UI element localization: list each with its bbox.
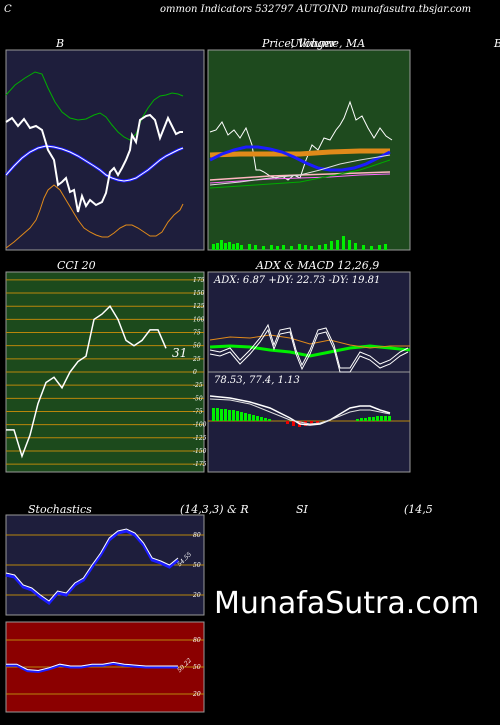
cci-tick-label: -75 <box>193 408 203 415</box>
header-left: C <box>4 4 12 15</box>
stoch-title-mid: (14,3,3) & R <box>180 503 249 516</box>
stoch-k-line <box>5 529 179 606</box>
bb-title: B <box>56 37 65 50</box>
cci-tick-label: -25 <box>193 382 203 389</box>
stoch-tick-labels: 80 50 20 <box>192 532 201 599</box>
cci-value-label: 31 <box>172 346 188 360</box>
cci-line <box>6 304 167 459</box>
price-magenta-ma <box>209 173 391 184</box>
macd-text: 78.53, 77.4, 1.13 <box>214 375 300 386</box>
cci-gridlines <box>6 279 204 465</box>
cci-title: CCI 20 <box>57 259 96 272</box>
price-volume-bars <box>212 236 387 250</box>
bb-price <box>5 113 183 213</box>
macd-histogram <box>212 408 391 421</box>
adx-text: ADX: 6.87 +DY: 22.73 -DY: 19.81 <box>214 275 381 286</box>
cci-tick-label: -100 <box>193 422 207 429</box>
price-orange-ma <box>209 148 390 158</box>
stoch-tick-label: 50 <box>193 562 201 569</box>
rsi-tick-label: 80 <box>193 637 201 644</box>
rsi-title-right: (14,5 <box>404 503 433 516</box>
cci-tick-label: -150 <box>193 448 207 455</box>
rsi-tick-labels: 80 50 20 <box>192 637 201 698</box>
cci-tick-label: 175 <box>193 277 205 284</box>
price-green-ma <box>209 159 391 189</box>
bb-title-right: B <box>494 37 500 50</box>
price-title: Price, Volume, MA <box>262 37 366 50</box>
bb-upper-band <box>5 71 184 141</box>
adx-title: ADX & MACD 12,26,9 <box>256 259 380 272</box>
price-blue-ma <box>209 145 391 172</box>
adx-minus-di <box>209 334 410 349</box>
stoch-tick-label: 80 <box>193 532 201 539</box>
cci-tick-label: 125 <box>193 303 205 310</box>
cci-tick-label: -175 <box>193 461 207 468</box>
bb-lower-band <box>5 184 184 249</box>
adx-plus-di <box>209 344 411 358</box>
cci-tick-label: 25 <box>192 356 201 363</box>
price-overlay: Ullinger <box>290 37 336 50</box>
rsi-tick-label: 20 <box>192 691 201 698</box>
cci-tick-label: 150 <box>193 290 205 297</box>
stoch-tick-label: 20 <box>192 592 201 599</box>
stoch-d-line <box>5 528 179 602</box>
price-white-ma <box>209 154 391 186</box>
cci-tick-label: 75 <box>193 330 201 337</box>
header-title: ommon Indicators 532797 AUTOIND munafasu… <box>160 4 472 15</box>
macd-line <box>209 395 391 426</box>
adx-line-white <box>209 323 409 369</box>
watermark: MunafaSutra.com <box>214 586 480 621</box>
bb-panel <box>5 49 205 251</box>
cci-tick-label: -125 <box>193 435 207 442</box>
cci-tick-label: 0 <box>193 369 197 376</box>
macd-signal <box>209 398 391 425</box>
cci-tick-labels: 175 150 125 100 75 50 25 0 -25 -50 -75 -100 -125 -150… <box>192 277 207 468</box>
rsi-line-white <box>6 661 178 672</box>
rsi-tick-label: 50 <box>193 664 201 671</box>
stoch-title-left: Stochastics <box>28 503 92 516</box>
rsi-title-mid: SI <box>296 503 308 516</box>
rsi-line <box>6 661 178 674</box>
bb-middle-band-hi <box>5 145 184 182</box>
adx-line-white-2 <box>209 328 409 373</box>
cci-tick-label: 100 <box>193 316 205 323</box>
cci-tick-label: -50 <box>193 395 203 402</box>
cci-tick-label: 50 <box>193 343 201 350</box>
